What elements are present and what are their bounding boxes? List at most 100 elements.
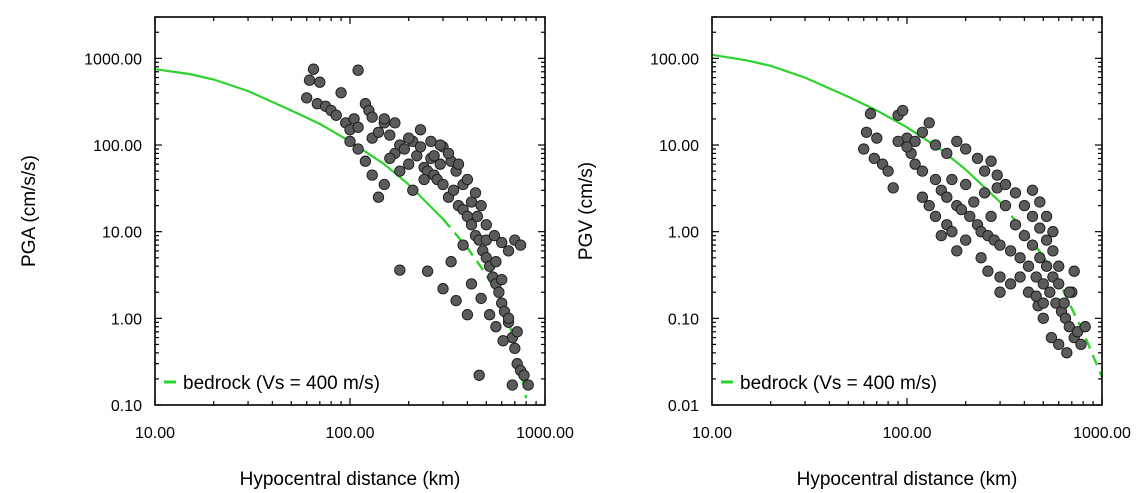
pga-plot-frame — [154, 16, 546, 406]
pga-data-point — [425, 135, 437, 148]
pga-data-point — [366, 169, 378, 181]
pga-data-point — [418, 173, 430, 186]
pga-data-point — [301, 92, 313, 104]
pgv-data-point — [978, 187, 991, 199]
pgv-data-point — [860, 126, 873, 138]
pgv-data-point — [946, 173, 958, 186]
pga-data-point — [394, 165, 406, 177]
pgv-data-point — [941, 191, 953, 203]
pgv-data-point — [985, 210, 997, 223]
pga-data-point — [303, 74, 316, 86]
pgv-data-point — [1053, 260, 1065, 272]
pga-data-point — [352, 143, 364, 155]
pga-data-point — [414, 141, 427, 153]
pgv-data-point — [916, 191, 929, 203]
pgv-data-point — [1034, 196, 1046, 208]
pga-data-point — [378, 113, 390, 125]
pga-legend: bedrock (Vs = 400 m/s) — [164, 373, 380, 394]
pgv-data-point — [951, 245, 963, 257]
pgv-data-point — [955, 203, 968, 216]
pga-data-point — [335, 87, 347, 99]
pgv-data-point — [929, 173, 942, 186]
pga-data-point — [452, 158, 465, 170]
pgv-data-point — [978, 165, 991, 177]
pgv-data-point — [985, 155, 997, 167]
pgv-data-point — [892, 135, 904, 148]
pgv-data-point — [960, 143, 972, 155]
pga-data-point — [314, 76, 326, 88]
pga-data-point — [496, 236, 508, 249]
pga-data-point — [469, 187, 482, 199]
pga-data-point — [437, 283, 449, 295]
pga-data-point — [483, 309, 496, 321]
pgv-data-point — [1037, 312, 1049, 324]
pga-data-point — [307, 63, 320, 75]
pgv-data-point — [1037, 278, 1049, 290]
pgv-data-point — [1058, 297, 1070, 309]
pga-data-point — [421, 265, 434, 277]
pgv-data-point — [1026, 184, 1039, 196]
pga-data-point — [522, 379, 534, 391]
pgv-data-point — [916, 126, 929, 138]
pga-data-point — [506, 379, 518, 391]
pgv-data-point — [864, 108, 877, 120]
pga-data-point — [403, 158, 415, 170]
pgv-y-tick-label: 10.00 — [659, 138, 699, 155]
pgv-data-point — [1026, 239, 1039, 251]
pga-x-axis-title: Hypocentral distance (km) — [240, 469, 461, 490]
pgv-data-point — [1026, 210, 1039, 223]
pga-data-point — [442, 147, 455, 160]
pgv-y-tick-label: 0.10 — [668, 311, 699, 328]
pgv-x-tick-label: 100.00 — [883, 425, 932, 442]
pga-data-point — [394, 264, 406, 276]
pgv-data-point — [951, 135, 963, 148]
pgv-x-axis-title: Hypocentral distance (km) — [797, 469, 1018, 490]
pgv-data-point — [887, 182, 899, 194]
pgv-data-point — [1040, 234, 1053, 246]
pga-y-tick-label: 100.00 — [93, 138, 142, 155]
pgv-data-point — [1045, 331, 1058, 344]
pga-data-point — [434, 139, 446, 151]
pga-data-point — [366, 111, 378, 123]
pga-data-point — [372, 191, 385, 203]
pga-data-point — [372, 126, 385, 138]
pga-data-point — [475, 292, 487, 305]
pgv-data-point — [994, 239, 1006, 251]
pgv-data-point — [971, 152, 984, 165]
pga-y-tick-label: 0.10 — [111, 398, 142, 415]
pga-data-point — [389, 117, 401, 129]
pgv-data-point — [1040, 210, 1053, 223]
pga-ticks-layer: 10.00 100.00 1000.00 0.10 1.00 10.00 100.00 100… — [84, 16, 574, 442]
pgv-points-layer — [858, 104, 1091, 359]
pgv-chart: 10.00 100.00 1000.00 0.01 0.10 1.00 10.00 100.0… — [576, 16, 1131, 490]
pgv-y-tick-label: 1.00 — [668, 225, 699, 242]
pga-chart: 10.00 100.00 1000.00 0.10 1.00 10.00 100.00 100… — [19, 16, 574, 490]
pgv-data-point — [1068, 265, 1080, 277]
pgv-data-point — [941, 147, 953, 160]
pgv-data-point — [960, 178, 972, 191]
pgv-data-point — [871, 132, 883, 144]
pga-data-point — [344, 135, 356, 148]
pgv-data-point — [982, 265, 994, 277]
pga-x-tick-label: 10.00 — [135, 425, 175, 442]
pga-data-point — [330, 109, 342, 121]
pga-data-point — [488, 229, 501, 242]
pga-data-point — [473, 369, 485, 381]
pga-data-point — [428, 150, 440, 162]
pgv-data-point — [1075, 338, 1087, 351]
pgv-curve-solid — [712, 53, 1001, 203]
pga-data-point — [475, 199, 487, 212]
pgv-data-point — [975, 252, 987, 264]
pgv-x-tick-label: 10.00 — [692, 425, 732, 442]
pgv-data-point — [909, 135, 921, 148]
pga-data-point — [450, 294, 462, 307]
pga-data-point — [447, 184, 460, 196]
pgv-data-point — [999, 178, 1012, 191]
pgv-plot-frame — [711, 16, 1103, 406]
pga-data-point — [465, 278, 478, 290]
pgv-data-point — [1014, 271, 1026, 283]
pga-data-point — [480, 219, 492, 231]
pga-data-point — [378, 178, 390, 191]
pgv-data-point — [1044, 286, 1056, 298]
pgv-data-point — [999, 199, 1012, 212]
